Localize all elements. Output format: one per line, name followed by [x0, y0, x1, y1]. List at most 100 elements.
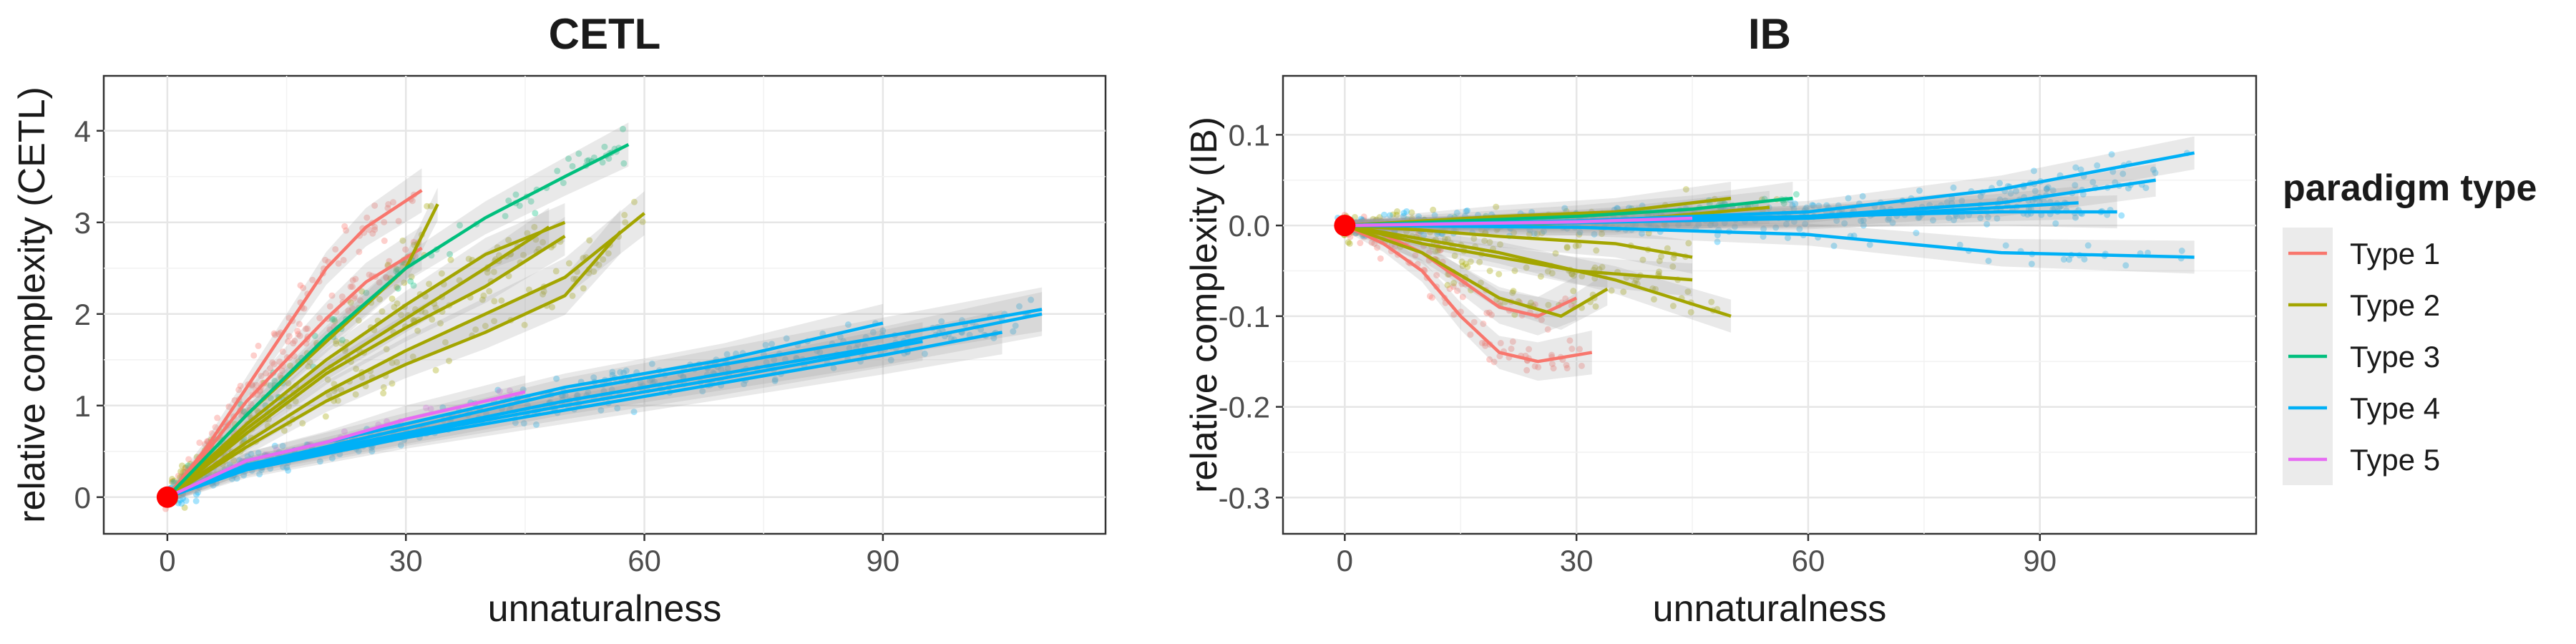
- data-point: [1531, 363, 1538, 370]
- data-point: [271, 331, 278, 338]
- data-point: [316, 315, 323, 322]
- y-tick-label: 2: [74, 298, 91, 331]
- data-point: [1400, 210, 1407, 217]
- data-point: [1670, 255, 1677, 262]
- data-point: [389, 295, 396, 302]
- data-point: [741, 381, 748, 388]
- data-point: [2119, 170, 2127, 177]
- data-point: [630, 198, 638, 205]
- data-point: [1984, 214, 1991, 221]
- data-point: [620, 369, 628, 376]
- data-point: [2142, 185, 2150, 192]
- data-point: [326, 303, 333, 310]
- data-point: [1400, 213, 1407, 220]
- y-tick-label: -0.2: [1219, 391, 1270, 424]
- data-point: [1538, 316, 1545, 323]
- fit-line-type-2: [166, 212, 645, 499]
- data-point: [1714, 232, 1721, 239]
- data-point: [769, 341, 776, 348]
- data-point: [1650, 296, 1657, 303]
- data-point: [1463, 208, 1470, 215]
- data-point: [338, 386, 345, 394]
- data-point: [349, 305, 356, 312]
- data-point: [502, 213, 509, 220]
- data-point: [195, 489, 202, 496]
- data-point: [575, 150, 582, 157]
- data-point: [175, 472, 182, 479]
- data-point: [326, 391, 333, 399]
- data-point: [179, 495, 186, 502]
- data-point: [273, 447, 280, 454]
- data-point: [1371, 240, 1378, 247]
- confidence-band: [167, 303, 883, 503]
- data-point: [1845, 195, 1852, 202]
- data-point: [496, 388, 503, 395]
- data-point: [192, 491, 200, 498]
- data-point: [630, 409, 638, 416]
- data-point: [1782, 220, 1790, 228]
- data-point: [1412, 252, 1419, 259]
- data-point: [338, 293, 346, 301]
- data-point: [1570, 288, 1577, 295]
- data-point: [491, 298, 498, 305]
- legend-item-label: Type 2: [2350, 288, 2440, 322]
- data-point: [447, 256, 454, 263]
- data-point: [1444, 281, 1451, 288]
- data-point: [1464, 207, 1471, 214]
- data-point: [771, 377, 779, 384]
- origin-point: [1334, 215, 1356, 237]
- data-point: [181, 504, 188, 511]
- data-point: [369, 230, 376, 237]
- data-point: [1450, 283, 1457, 291]
- data-point: [178, 500, 185, 507]
- data-point: [1459, 293, 1466, 301]
- data-point: [1563, 361, 1570, 369]
- data-point: [1408, 209, 1415, 216]
- data-point: [1579, 273, 1586, 280]
- data-point: [267, 395, 274, 402]
- data-point: [486, 288, 493, 295]
- data-point: [1415, 230, 1422, 238]
- panel-cetl: CETL 0 30 60 90 0 1 2 3 4 unnaturalness relative…: [11, 10, 1107, 630]
- data-point: [389, 380, 396, 387]
- data-point: [1345, 239, 1352, 246]
- data-point: [371, 202, 379, 209]
- data-point: [2028, 260, 2035, 268]
- data-point: [345, 307, 352, 314]
- data-point: [1509, 338, 1516, 345]
- data-point: [1450, 311, 1458, 318]
- data-point: [1956, 241, 1963, 248]
- data-point: [237, 382, 244, 389]
- data-point: [1599, 230, 1606, 238]
- data-point: [1476, 258, 1483, 265]
- data-point: [1792, 200, 1799, 208]
- data-point: [519, 251, 527, 258]
- data-point: [1351, 213, 1358, 220]
- data-point: [1809, 202, 1816, 209]
- data-point: [1374, 244, 1381, 251]
- data-point: [267, 382, 274, 389]
- data-point: [1458, 258, 1465, 265]
- data-point: [244, 453, 251, 460]
- data-point: [1544, 268, 1551, 275]
- data-point: [409, 353, 416, 361]
- data-point: [620, 125, 627, 132]
- data-point: [185, 456, 192, 463]
- fit-line-type-1: [166, 189, 423, 499]
- data-point: [1526, 346, 1533, 353]
- data-point: [1509, 289, 1516, 296]
- data-point: [1562, 295, 1569, 302]
- data-point: [2049, 187, 2057, 194]
- data-point: [569, 292, 576, 299]
- data-point: [1425, 249, 1433, 256]
- data-point: [407, 278, 414, 285]
- data-point: [1860, 217, 1867, 224]
- data-point: [532, 421, 540, 428]
- y-tick-label: 0: [74, 481, 91, 514]
- data-point: [210, 482, 217, 489]
- data-point: [1695, 221, 1702, 228]
- data-point: [432, 366, 439, 374]
- confidence-band: [167, 187, 438, 503]
- data-point: [585, 157, 592, 164]
- data-point: [363, 289, 370, 296]
